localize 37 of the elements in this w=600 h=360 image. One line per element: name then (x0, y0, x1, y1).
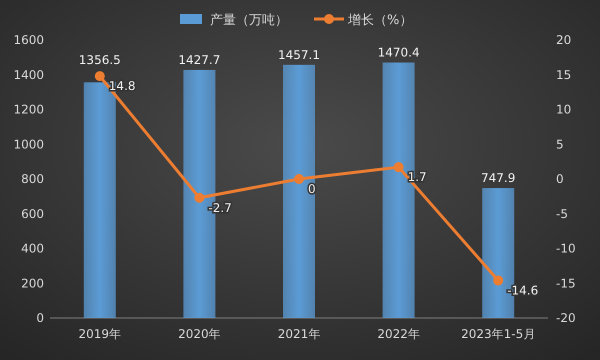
y2-tick-label: 15 (556, 68, 572, 82)
data-label: 1457.1 (278, 48, 320, 62)
y2-tick-label: 0 (556, 172, 564, 186)
y2-tick-label: 10 (556, 102, 572, 116)
point (394, 162, 404, 172)
data-label: 1470.4 (378, 46, 420, 60)
x-tick-label: 2020年 (178, 327, 221, 341)
y-tick-label: 1400 (13, 68, 44, 82)
point (194, 192, 204, 203)
legend-label: 产量（万吨） (210, 13, 288, 28)
data-label: 1356.5 (78, 53, 121, 68)
y-tick-label: 1600 (13, 33, 44, 47)
y2-tick-label: -15 (556, 276, 576, 290)
y-tick-label: 1200 (13, 102, 44, 116)
x-tick-label: 2019年 (78, 327, 122, 341)
y-tick-label: 1000 (13, 137, 44, 152)
y2-tick-label: 5 (556, 137, 564, 152)
y-tick-label: 600 (21, 206, 44, 221)
x-tick-label: 2021年 (278, 327, 320, 341)
y2-tick-label: -5 (556, 206, 568, 221)
bar (283, 64, 315, 318)
y-tick-label: 800 (21, 172, 44, 186)
legend-label: 增长（%） (347, 13, 412, 28)
data-label: 1427.7 (178, 52, 220, 67)
point (94, 71, 105, 82)
y-tick-label: 400 (21, 242, 44, 256)
data-label: 0 (308, 182, 316, 196)
y-tick-label: 200 (21, 276, 44, 290)
x-tick-label: 2022年 (377, 327, 420, 341)
data-label: 747.9 (481, 171, 516, 186)
y-tick-label: 0 (36, 311, 44, 325)
point (294, 174, 304, 184)
point (493, 275, 504, 286)
y2-tick-label: 20 (556, 33, 572, 47)
y2-tick-label: -10 (556, 242, 576, 256)
x-tick-label: 2023年1-5月 (461, 327, 536, 341)
y2-tick-label: -20 (556, 311, 576, 325)
